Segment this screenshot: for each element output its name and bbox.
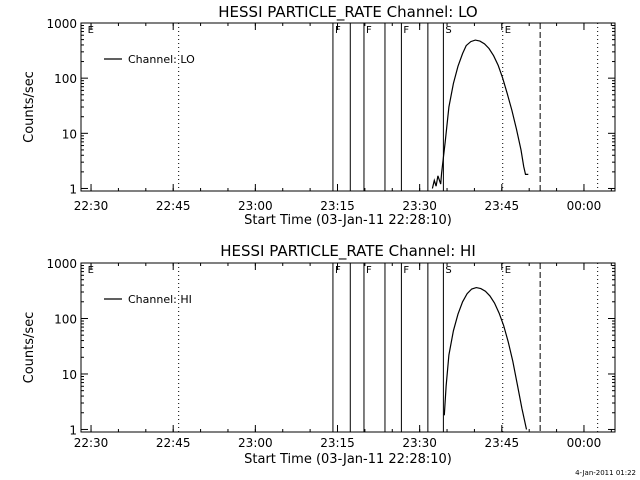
legend-label: Channel: LO [128,53,195,66]
y-tick-label: 1000 [46,257,77,271]
event-marker-label: F [366,265,372,276]
x-tick-label: 23:30 [402,199,437,213]
plot-frame [80,262,616,433]
panel-lo: HESSI PARTICLE_RATE Channel: LO 22:30 22:4… [22,3,616,228]
x-tick-label: 22:45 [156,199,191,213]
event-marker-label: S [445,25,451,36]
y-tick-label: 100 [54,72,77,86]
footer-timestamp: 4-Jan-2011 01:22 [575,469,636,477]
y-axis-label: Counts/sec [22,312,37,384]
y-axis-label: Counts/sec [22,71,37,143]
x-tick-label: 00:00 [567,199,602,213]
x-tick-label: 22:45 [156,436,191,450]
x-tick-label: 23:00 [238,199,273,213]
x-tick-label: 23:45 [485,199,520,213]
panel-hi: HESSI PARTICLE_RATE Channel: HI 22:30 22:4… [22,242,616,467]
y-tick-label: 1 [69,423,77,437]
x-axis-label: Start Time (03-Jan-11 22:28:10) [244,213,452,228]
x-tick-label: 22:30 [74,436,109,450]
x-tick-label: 23:15 [320,436,355,450]
y-tick-label: 10 [62,368,77,382]
x-tick-label: 23:15 [320,199,355,213]
y-tick-label: 1000 [46,17,77,31]
x-tick-label: 22:30 [74,199,109,213]
x-tick-label: 23:30 [402,436,437,450]
x-tick-label: 00:00 [567,436,602,450]
event-marker-label: S [445,265,451,276]
y-tick-label: 1 [69,182,77,196]
y-tick-label: 10 [62,127,77,141]
chart-title: HESSI PARTICLE_RATE Channel: HI [220,242,476,261]
x-tick-label: 23:45 [485,436,520,450]
event-marker-label: E [88,265,94,276]
event-marker-label: E [505,265,511,276]
event-marker-label: F [403,265,409,276]
event-marker-label: F [403,25,409,36]
event-marker-label: F [366,25,372,36]
plot-frame [80,22,616,192]
x-tick-label: 23:00 [238,436,273,450]
y-tick-label: 100 [54,312,77,326]
chart-title: HESSI PARTICLE_RATE Channel: LO [218,3,477,22]
event-marker-label: F [335,265,341,276]
legend-label: Channel: HI [128,293,192,306]
data-series-line [443,286,528,430]
event-marker-label: F [335,25,341,36]
event-marker-label: E [88,25,94,36]
event-marker-label: E [505,25,511,36]
x-axis-label: Start Time (03-Jan-11 22:28:10) [244,452,452,467]
data-series-line [431,39,529,189]
